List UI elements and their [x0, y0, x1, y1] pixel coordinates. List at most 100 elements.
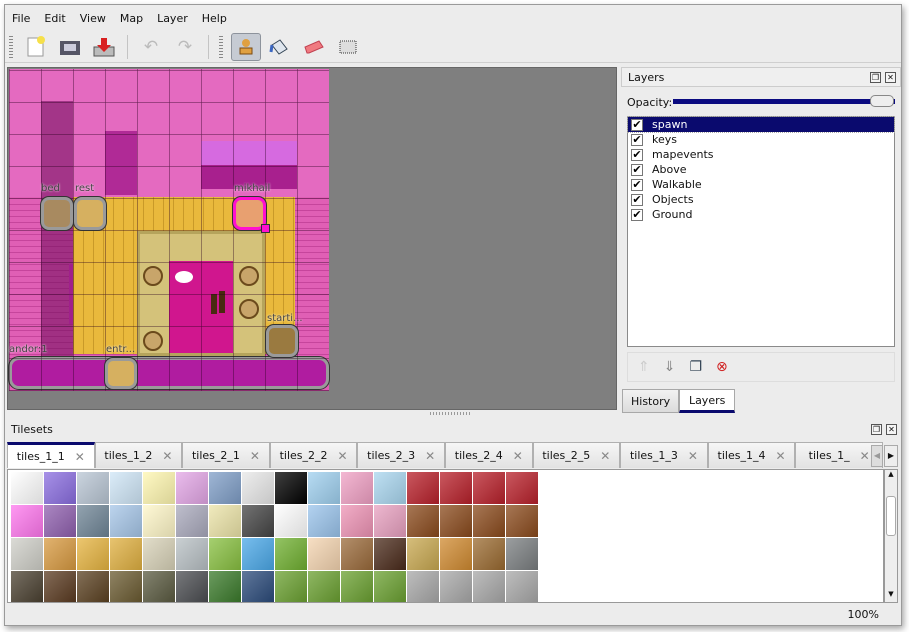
close-icon[interactable]: ✕	[886, 423, 897, 435]
tile[interactable]	[275, 472, 307, 504]
tileset-tab[interactable]: tiles_1_1 ✕	[7, 442, 95, 468]
layer-row[interactable]: ✔ Walkable	[628, 177, 894, 192]
eraser-icon[interactable]	[299, 33, 329, 61]
tile[interactable]	[440, 505, 472, 537]
tileset-tab[interactable]: tiles_2_5 ✕	[532, 442, 621, 468]
tileset-tab[interactable]: tiles_1_3 ✕	[620, 442, 708, 468]
tile[interactable]	[242, 538, 274, 570]
tile[interactable]	[473, 538, 505, 570]
tile[interactable]	[341, 571, 373, 602]
tile[interactable]	[209, 505, 241, 537]
map-object-mikhail[interactable]	[233, 197, 266, 230]
save-icon[interactable]	[89, 33, 119, 61]
lower-layer-icon[interactable]: ⇓	[663, 359, 676, 375]
stamp-brush-icon[interactable]	[231, 32, 261, 61]
tile[interactable]	[11, 505, 43, 537]
tab-scroll-left[interactable]: ◀	[871, 445, 883, 467]
vertical-scrollbar[interactable]: ▲ ▼	[884, 469, 898, 603]
tile[interactable]	[143, 505, 175, 537]
tileset-tab[interactable]: tiles_2_3 ✕	[357, 442, 445, 468]
scrollbar-thumb[interactable]	[886, 496, 896, 536]
delete-layer-icon[interactable]: ⊗	[716, 359, 728, 375]
tile[interactable]	[77, 505, 109, 537]
layer-row[interactable]: ✔ Ground	[628, 207, 894, 222]
tile[interactable]	[176, 505, 208, 537]
tile[interactable]	[176, 571, 208, 602]
tile[interactable]	[407, 571, 439, 602]
tile[interactable]	[44, 472, 76, 504]
tileset-view[interactable]	[7, 469, 884, 603]
tile[interactable]	[11, 571, 43, 602]
layer-row[interactable]: ✔ spawn	[627, 116, 895, 133]
tile[interactable]	[77, 571, 109, 602]
tileset-tab[interactable]: tiles_2_2 ✕	[269, 442, 358, 468]
opacity-slider[interactable]	[673, 99, 895, 104]
splitter-handle[interactable]	[430, 412, 470, 415]
close-tab-icon[interactable]: ✕	[512, 448, 523, 463]
tile[interactable]	[341, 472, 373, 504]
tileset-tab[interactable]: tiles_1_ ✕	[795, 442, 883, 468]
tile[interactable]	[44, 571, 76, 602]
tileset-tab[interactable]: tiles_2_1 ✕	[182, 442, 270, 468]
bucket-fill-icon[interactable]	[265, 33, 295, 61]
tile[interactable]	[176, 538, 208, 570]
tile[interactable]	[77, 472, 109, 504]
duplicate-layer-icon[interactable]: ❐	[689, 359, 703, 375]
toolbar-grip[interactable]	[9, 35, 13, 58]
visibility-checkbox[interactable]: ✔	[631, 207, 643, 221]
toolbar-grip[interactable]	[219, 35, 223, 58]
tile[interactable]	[308, 571, 340, 602]
tile[interactable]	[242, 472, 274, 504]
close-icon[interactable]: ✕	[885, 71, 896, 83]
map-object-entr[interactable]	[105, 358, 137, 389]
tile[interactable]	[11, 538, 43, 570]
tab-history[interactable]: History	[622, 389, 680, 413]
new-file-icon[interactable]	[21, 33, 51, 61]
tile[interactable]	[341, 505, 373, 537]
tile[interactable]	[77, 538, 109, 570]
tile[interactable]	[275, 538, 307, 570]
tile[interactable]	[374, 505, 406, 537]
visibility-checkbox[interactable]: ✔	[631, 177, 643, 191]
menu-map[interactable]: Map	[119, 12, 144, 25]
tile[interactable]	[308, 472, 340, 504]
tile[interactable]	[143, 571, 175, 602]
tile[interactable]	[143, 538, 175, 570]
tile[interactable]	[275, 571, 307, 602]
tileset-tab[interactable]: tiles_2_4 ✕	[444, 442, 533, 468]
map-object-rest[interactable]	[74, 197, 106, 230]
menu-view[interactable]: View	[79, 12, 106, 25]
close-tab-icon[interactable]: ✕	[337, 448, 348, 463]
menu-edit[interactable]: Edit	[44, 12, 66, 25]
float-icon[interactable]: ❐	[870, 71, 881, 83]
undo-icon[interactable]: ↶	[143, 36, 159, 57]
visibility-checkbox[interactable]: ✔	[631, 132, 643, 146]
tile[interactable]	[506, 505, 538, 537]
tileset-tab[interactable]: tiles_1_2 ✕	[94, 442, 183, 468]
tile[interactable]	[209, 571, 241, 602]
close-tab-icon[interactable]: ✕	[600, 448, 611, 463]
tileset-tab[interactable]: tiles_1_4 ✕	[707, 442, 796, 468]
tile[interactable]	[341, 538, 373, 570]
redo-icon[interactable]: ↷	[177, 36, 193, 57]
tile[interactable]	[440, 571, 472, 602]
tile[interactable]	[308, 505, 340, 537]
entrance-area[interactable]	[9, 357, 329, 389]
layer-row[interactable]: ✔ keys	[628, 132, 894, 147]
visibility-checkbox[interactable]: ✔	[631, 192, 643, 206]
map-object-bed[interactable]	[41, 197, 73, 230]
tile[interactable]	[110, 538, 142, 570]
tile[interactable]	[473, 472, 505, 504]
tile[interactable]	[44, 505, 76, 537]
close-tab-icon[interactable]: ✕	[687, 448, 698, 463]
opacity-slider-handle[interactable]	[870, 95, 894, 107]
tile[interactable]	[110, 505, 142, 537]
tile[interactable]	[110, 571, 142, 602]
tile[interactable]	[506, 538, 538, 570]
close-tab-icon[interactable]: ✕	[162, 448, 173, 463]
tile[interactable]	[407, 505, 439, 537]
tile[interactable]	[407, 538, 439, 570]
tile[interactable]	[374, 571, 406, 602]
visibility-checkbox[interactable]: ✔	[631, 162, 643, 176]
close-tab-icon[interactable]: ✕	[249, 448, 260, 463]
